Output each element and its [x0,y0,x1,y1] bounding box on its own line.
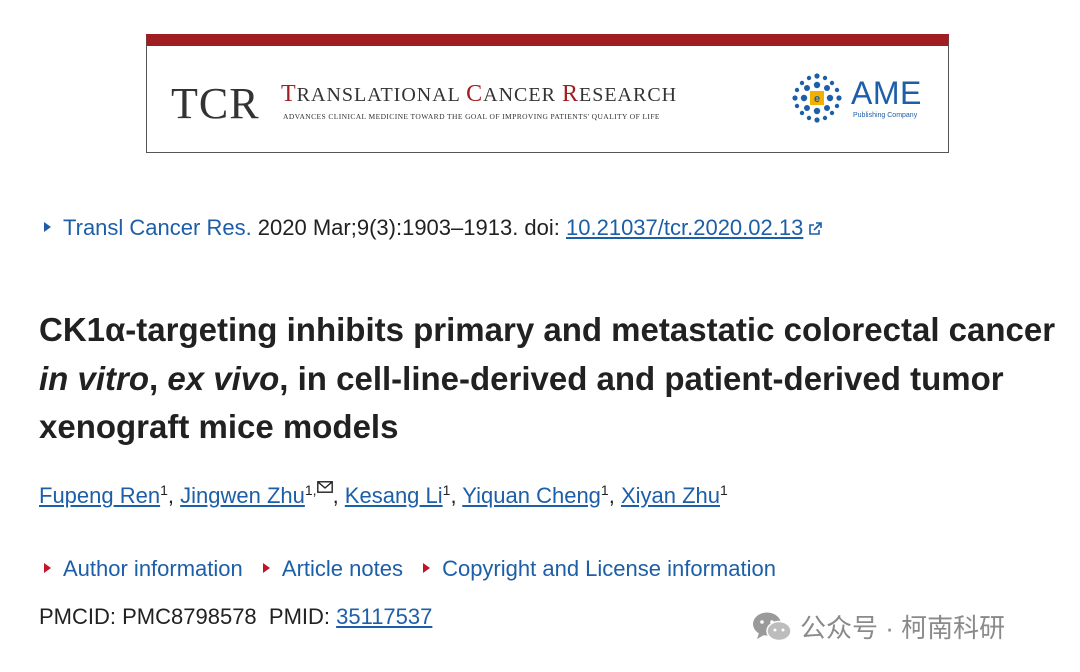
expand-triangle-icon [423,563,431,573]
journal-title-part: T [281,81,297,107]
toggle-label: Author information [63,556,243,581]
affiliation-marker: 1, [304,481,333,498]
expand-triangle-icon [262,563,270,573]
pmid-link[interactable]: 35117537 [336,604,433,629]
toggle-label: Article notes [281,556,403,581]
affiliation-marker: 1 [442,482,451,498]
title-italic: ex vivo [167,359,280,397]
citation-line: Transl Cancer Res. 2020 Mar;9(3):1903–19… [44,214,823,242]
author-link[interactable]: Fupeng Ren [39,483,161,508]
journal-title-part: ESEARCH [578,84,678,106]
journal-title-part: R [561,81,579,107]
watermark: 公众号 · 柯南科研 [752,610,1005,646]
author-list: Fupeng Ren1, Jingwen Zhu1,, Kesang Li1, … [39,481,728,511]
ame-logo-icon: e [792,73,842,123]
publisher-subtitle: Publishing Company [853,112,918,119]
title-text: , in cell-line-derived and patient-deriv… [39,359,1004,446]
affiliation-marker: 1 [720,482,728,498]
journal-title-part: C [466,81,484,107]
pmcid-value: PMC8798578 [122,604,257,629]
title-text: CK1α-targeting inhibits primary and meta… [39,311,1056,348]
svg-text:e: e [814,93,820,105]
pmcid-label: PMCID: [39,604,123,629]
author-link[interactable]: Yiquan Cheng [462,483,601,508]
journal-link[interactable]: Transl Cancer Res. [63,215,252,240]
pmid-label: PMID: [256,604,337,629]
doi-link[interactable]: 10.21037/tcr.2020.02.13 [566,215,804,240]
author-separator: , [332,483,345,508]
tcr-logo: TCR [171,79,260,128]
expand-triangle-icon[interactable] [44,222,51,232]
affiliation-marker: 1 [160,482,168,498]
article-ids: PMCID: PMC8798578 PMID: 35117537 [39,602,432,632]
title-text: , [149,359,168,397]
external-link-icon[interactable] [807,221,823,237]
email-icon[interactable] [316,481,333,493]
journal-title: TRANSLATIONAL CANCER RESEARCH [281,80,677,109]
wechat-icon [753,612,792,642]
journal-tagline: ADVANCES CLINICAL MEDICINE TOWARD THE GO… [283,112,660,121]
journal-title-part: ANCER [483,84,562,106]
author-separator: , [608,483,621,508]
article-info-links: Author information Article notes Copyrig… [44,554,790,584]
author-separator: , [167,483,181,508]
author-link[interactable]: Kesang Li [344,483,443,508]
affiliation-marker: 1 [600,482,609,498]
journal-title-part: RANSLATIONAL [296,84,467,106]
affiliation-number: 1, [304,482,317,498]
toggle-label: Copyright and License information [442,556,776,581]
publisher-name: AME [851,75,922,111]
article-title: CK1α-targeting inhibits primary and meta… [39,306,1069,452]
expand-triangle-icon [44,563,51,573]
copyright-license-toggle[interactable]: Copyright and License information [423,556,776,581]
watermark-text: 公众号 · 柯南科研 [800,613,1006,643]
journal-banner[interactable]: TCR TRANSLATIONAL CANCER RESEARCH ADVANC… [146,34,949,153]
author-link[interactable]: Xiyan Zhu [620,483,721,508]
author-information-toggle[interactable]: Author information [44,556,243,581]
article-notes-toggle[interactable]: Article notes [262,556,403,581]
author-link[interactable]: Jingwen Zhu [180,483,305,508]
author-separator: , [450,483,463,508]
citation-details: 2020 Mar;9(3):1903–1913. doi: [251,215,567,240]
title-italic: in vitro [39,359,150,397]
